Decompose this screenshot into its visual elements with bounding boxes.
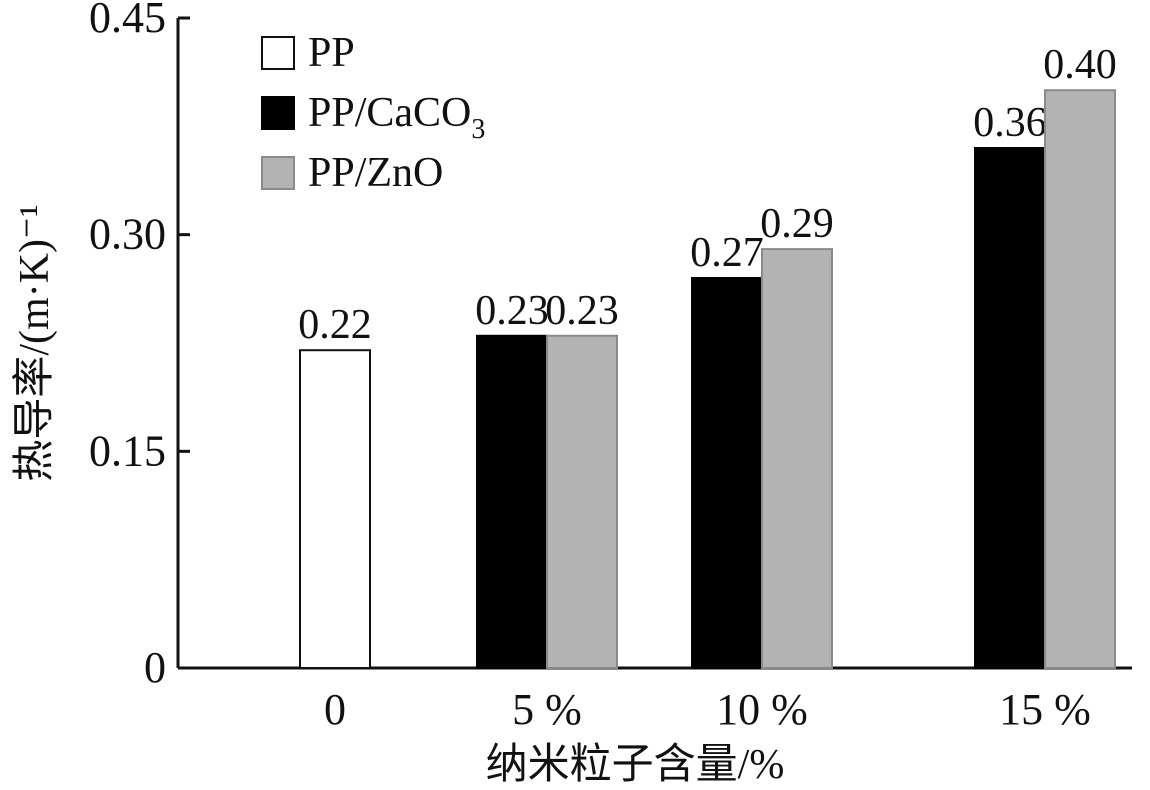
y-axis-label: 热导率/(m·K)⁻¹: [11, 204, 58, 481]
data-label: 0.27: [690, 230, 764, 276]
bar-pp-caco3-1: [476, 334, 548, 669]
legend-swatch: [261, 96, 295, 130]
bar-pp-zno-1: [546, 334, 618, 669]
y-tick-label: 0.30: [89, 210, 166, 259]
bars: 0.22 0.230.23 0.270.29 0.36 0.40: [298, 42, 1117, 669]
bar-pp-caco3-3: [974, 147, 1046, 669]
data-label: 0.22: [298, 302, 372, 348]
bar-pp-0: [299, 349, 371, 669]
x-category-labels: 0 5 % 10 % 15 %: [324, 685, 1091, 734]
y-tick-label: 0: [144, 643, 166, 692]
x-category-label: 15 %: [999, 685, 1091, 734]
x-category-label: 0: [324, 685, 346, 734]
y-tick-label: 0.15: [89, 426, 166, 475]
legend-swatch: [261, 156, 295, 190]
legend-label: PP: [308, 30, 355, 76]
legend-label: PP/CaCO3: [308, 90, 485, 145]
bar-pp-caco3-2: [691, 277, 763, 669]
x-axis-label: 纳米粒子含量/%: [486, 742, 785, 788]
legend-swatch: [261, 36, 295, 70]
legend: PP PP/CaCO3 PP/ZnO: [261, 30, 485, 196]
data-label: 0.23: [545, 288, 619, 334]
bar-pp-zno-2: [761, 248, 833, 669]
x-category-label: 10 %: [716, 685, 808, 734]
y-ticks: 0 0.15 0.30 0.45: [89, 0, 190, 692]
data-label: 0.29: [760, 201, 834, 247]
y-tick-label: 0.45: [89, 0, 166, 42]
data-label: 0.40: [1043, 42, 1117, 88]
x-category-label: 5 %: [512, 685, 582, 734]
data-label: 0.36: [973, 100, 1047, 146]
bar-pp-zno-3: [1044, 89, 1116, 669]
data-label: 0.23: [475, 288, 549, 334]
legend-label: PP/ZnO: [308, 150, 443, 196]
